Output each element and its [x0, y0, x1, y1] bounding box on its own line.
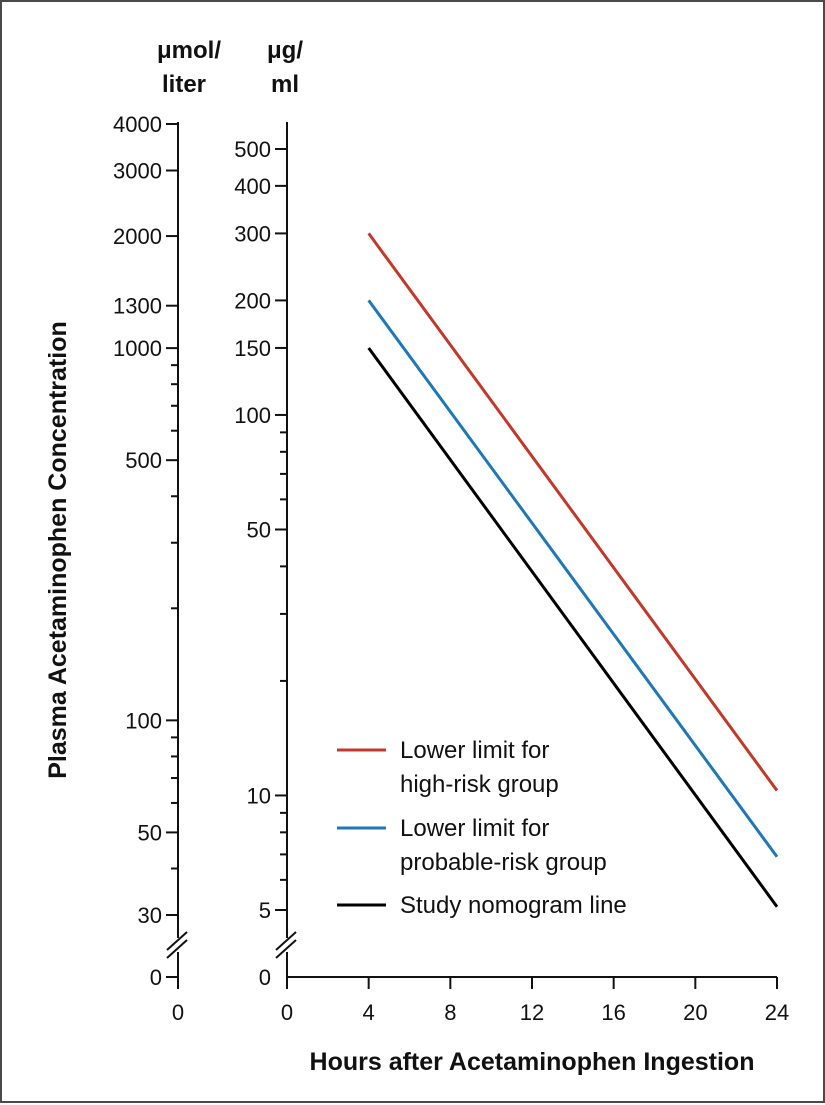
y-unit-umol-line1: μmol/: [157, 37, 221, 64]
y-tick-label-umol-50: 50: [138, 820, 162, 845]
x-tick-label-20: 20: [683, 1000, 707, 1025]
y-tick-label-ug-150: 150: [234, 336, 271, 361]
y-unit-ug-line2: ml: [271, 71, 299, 98]
y-tick-label-ug-100: 100: [234, 403, 271, 428]
y-tick-label-umol-2000: 2000: [113, 224, 162, 249]
y-break-label-umol: 0: [150, 965, 162, 990]
y-axis-umol-break-mark-2: [166, 939, 188, 959]
x-tick-label-umol-0: 0: [172, 1000, 184, 1025]
x-tick-label-16: 16: [601, 1000, 625, 1025]
y-break-label-ug: 0: [259, 965, 271, 990]
series-line-2: [367, 299, 779, 858]
y-tick-label-umol-500: 500: [125, 448, 162, 473]
series-line-3: [367, 347, 779, 908]
legend-label-1-line2: high-risk group: [400, 771, 559, 798]
y-tick-label-umol-1000: 1000: [113, 336, 162, 361]
y-tick-label-umol-30: 30: [138, 903, 162, 928]
y-tick-label-ug-50: 50: [247, 518, 271, 543]
y-tick-label-ug-500: 500: [234, 137, 271, 162]
x-tick-label-0: 0: [281, 1000, 293, 1025]
y-tick-label-ug-10: 10: [247, 783, 271, 808]
y-axis-title: Plasma Acetaminophen Concentration: [44, 321, 72, 779]
y-tick-label-ug-5: 5: [259, 898, 271, 923]
x-tick-label-8: 8: [444, 1000, 456, 1025]
y-tick-label-umol-4000: 4000: [113, 112, 162, 137]
y-tick-label-ug-400: 400: [234, 174, 271, 199]
x-tick-label-4: 4: [363, 1000, 375, 1025]
y-unit-ug-line1: μg/: [267, 37, 303, 64]
legend-label-3-line1: Study nomogram line: [400, 892, 627, 919]
legend-label-2-line1: Lower limit for: [400, 815, 549, 842]
y-tick-label-ug-200: 200: [234, 288, 271, 313]
legend-label-1-line1: Lower limit for: [400, 737, 549, 764]
y-axis-ug-break-mark-1: [275, 931, 297, 951]
y-tick-label-umol-3000: 3000: [113, 159, 162, 184]
y-axis-ug-break-mark-2: [275, 939, 297, 959]
x-tick-label-12: 12: [520, 1000, 544, 1025]
series-line-1: [367, 232, 779, 792]
y-tick-label-ug-300: 300: [234, 221, 271, 246]
y-tick-label-umol-1300: 1300: [113, 294, 162, 319]
y-unit-umol-line2: liter: [162, 71, 206, 98]
legend-label-2-line2: probable-risk group: [400, 849, 607, 876]
y-axis-umol-break-mark-1: [166, 931, 188, 951]
x-axis-title: Hours after Acetaminophen Ingestion: [310, 1048, 755, 1076]
y-tick-label-umol-100: 100: [125, 708, 162, 733]
x-tick-label-24: 24: [765, 1000, 789, 1025]
